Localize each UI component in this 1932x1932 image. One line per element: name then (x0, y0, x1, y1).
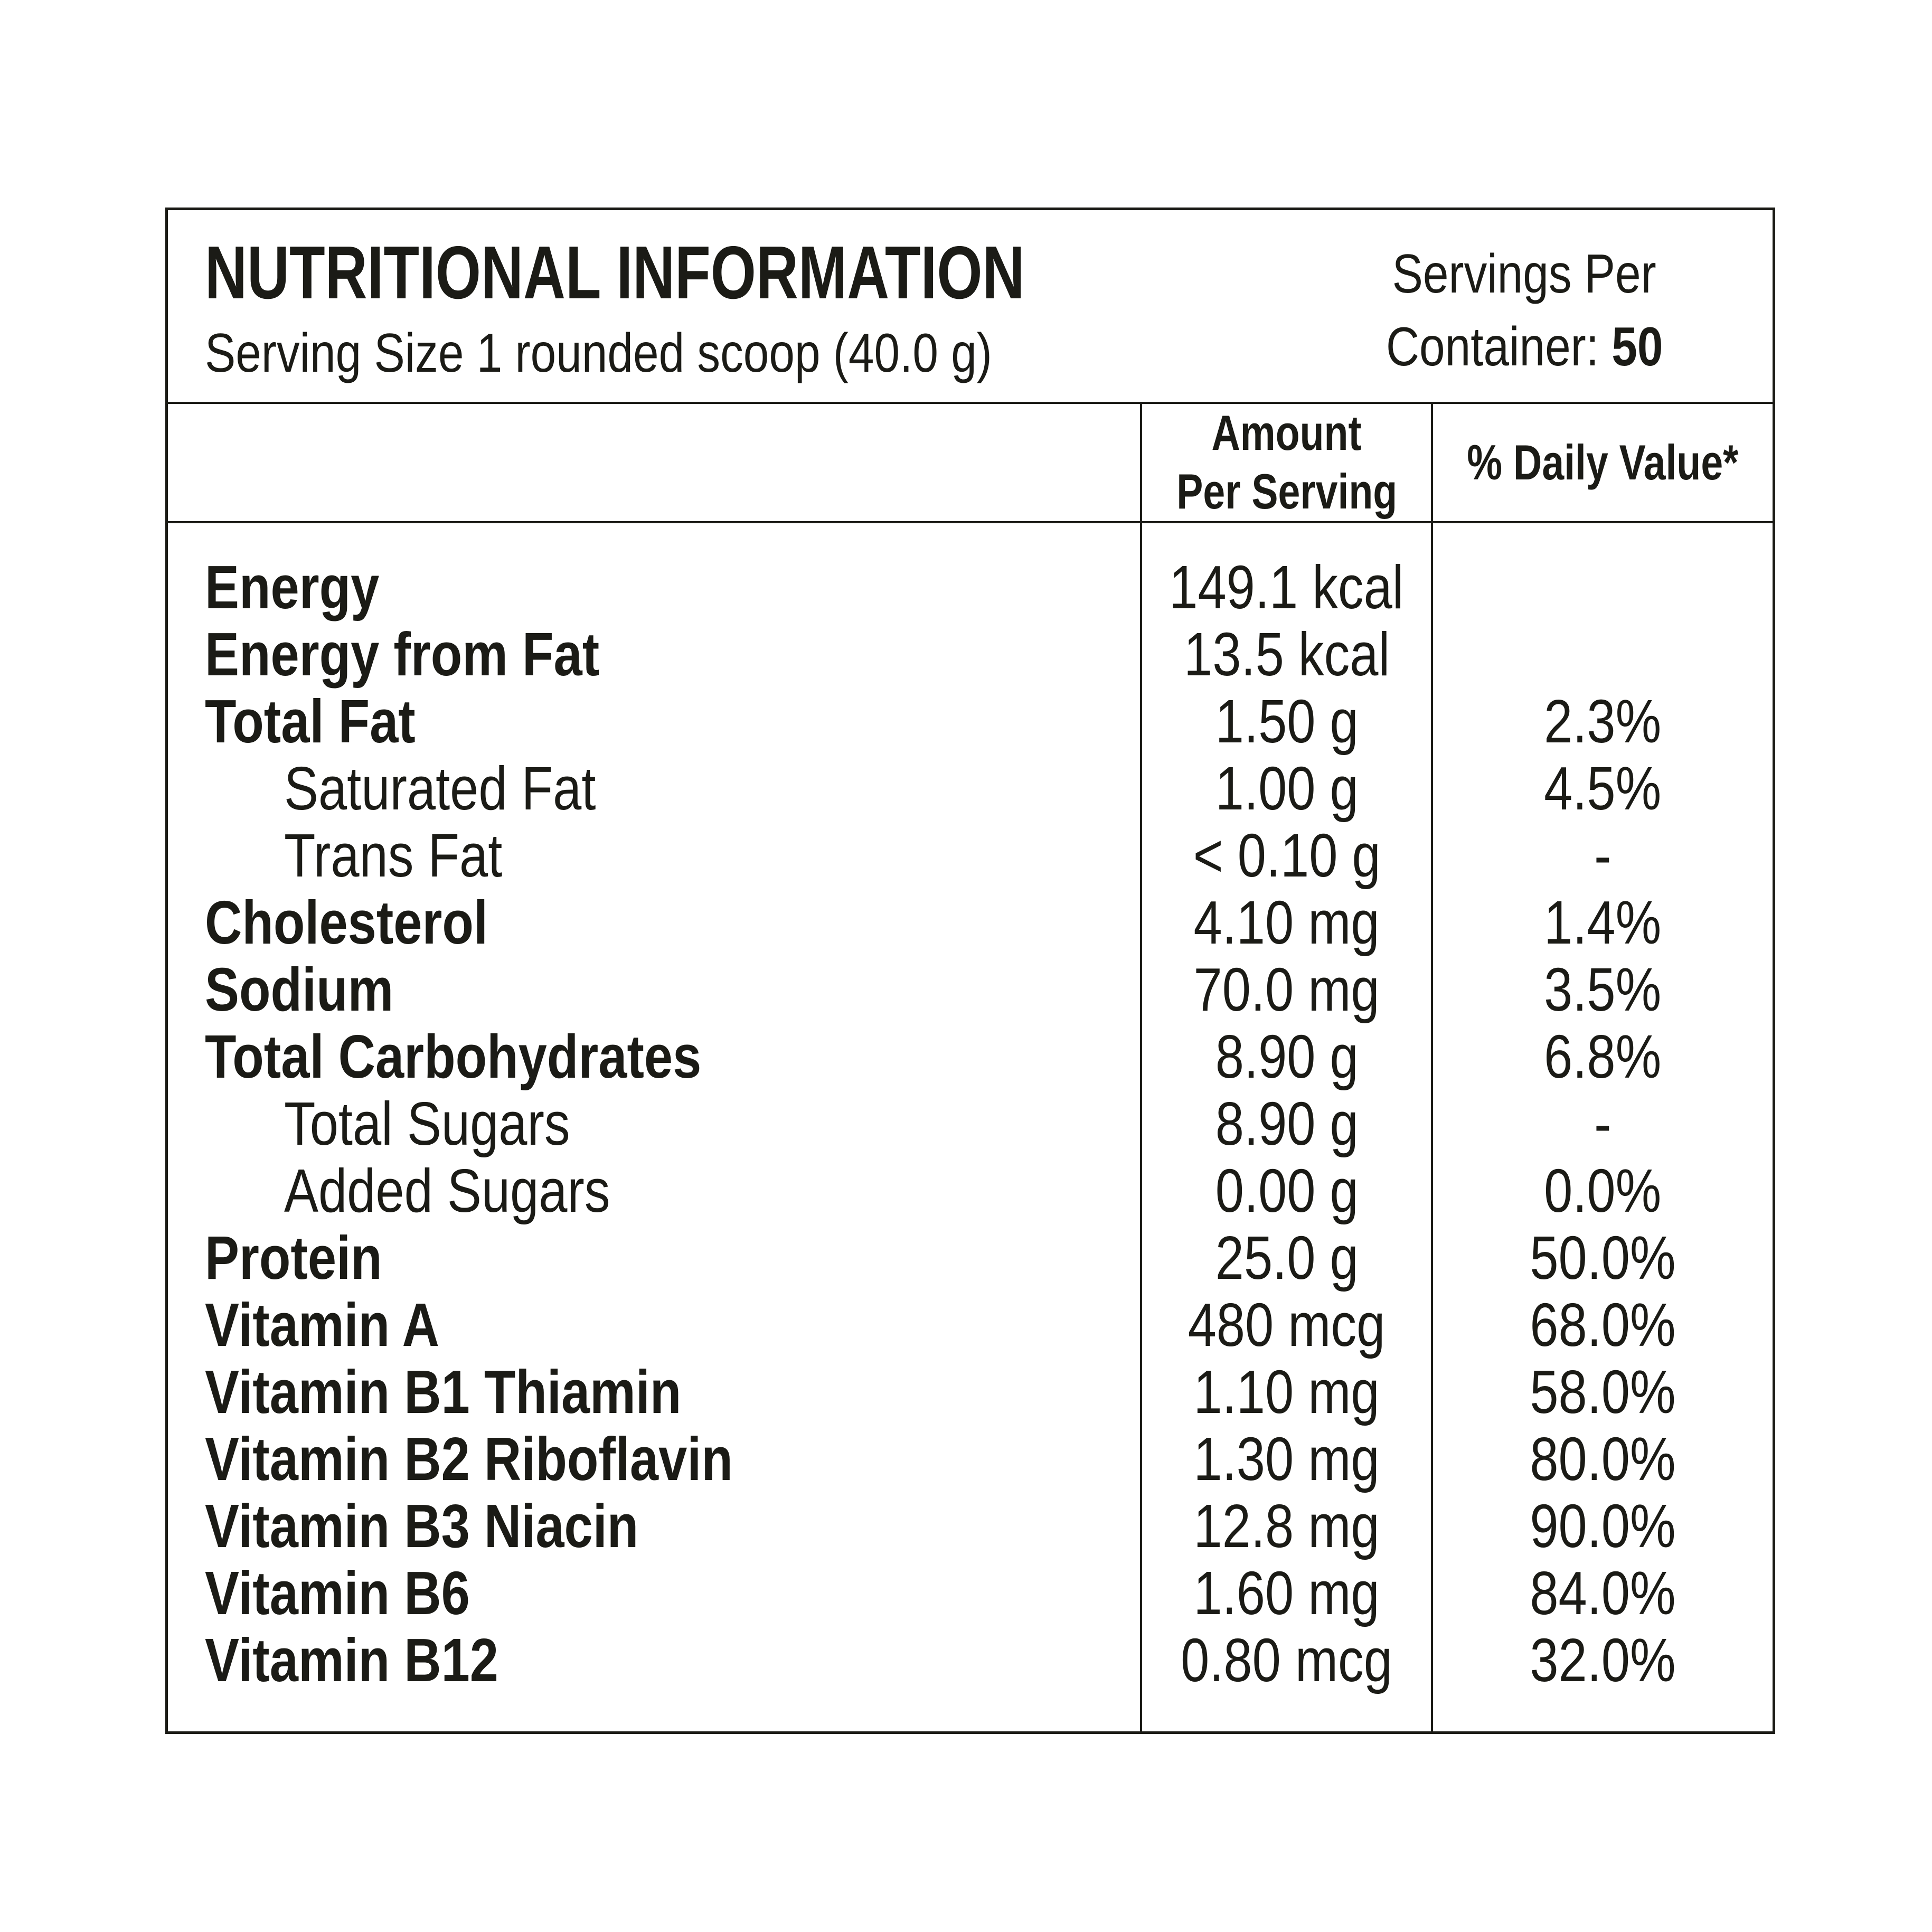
nutrient-daily-value: 4.5% (1544, 754, 1662, 823)
page-title: NUTRITIONAL INFORMATION (205, 233, 1292, 312)
servings-count: 50 (1611, 316, 1663, 378)
nutrient-name: Vitamin B2 Riboflavin (205, 1425, 733, 1493)
nutrient-name: Protein (205, 1223, 382, 1292)
nutrient-amount: 8.90 g (1215, 1089, 1359, 1158)
nutrition-label: NUTRITIONAL INFORMATION Serving Size 1 r… (165, 208, 1775, 1734)
names-column-rows: Energy Energy from Fat Total Fat Saturated … (168, 523, 1140, 1694)
nutrient-daily-value: 68.0% (1530, 1290, 1676, 1359)
names-column-header (168, 404, 1141, 523)
nutrient-amount: 480 mcg (1188, 1290, 1386, 1359)
nutrient-name: Vitamin A (205, 1290, 440, 1359)
nutrient-daily-value: 2.3% (1544, 687, 1662, 756)
dv-column-rows: 2.3% 4.5% -1.4% 3.5% 6.8% -0.0% 50.0% 68.0% 58.0… (1433, 523, 1773, 1694)
names-column: Energy Energy from Fat Total Fat Saturated … (168, 404, 1141, 1731)
amount-header-line-2: Per Serving (1176, 464, 1397, 519)
servings-per-container: Servings Per Container: 50 (1292, 233, 1757, 384)
serving-size-text: Serving Size 1 rounded scoop (40.0 g) (205, 323, 992, 384)
servings-container-label: Container: (1386, 316, 1612, 378)
nutrient-daily-value (1433, 621, 1773, 688)
nutrient-name: Sodium (205, 955, 394, 1024)
nutrient-daily-value: 80.0% (1530, 1425, 1676, 1493)
label-header: NUTRITIONAL INFORMATION Serving Size 1 r… (168, 210, 1773, 404)
nutrient-name: Added Sugars (284, 1156, 610, 1225)
nutrient-daily-value: 6.8% (1544, 1022, 1662, 1091)
nutrient-name: Vitamin B6 (205, 1559, 470, 1627)
nutrient-daily-value: 50.0% (1530, 1223, 1676, 1292)
nutrient-name: Vitamin B12 (205, 1626, 499, 1694)
nutrient-daily-value: - (1594, 821, 1611, 890)
nutrient-daily-value: - (1594, 1089, 1611, 1158)
nutrient-amount: 1.60 mg (1193, 1559, 1380, 1627)
nutrient-amount: 0.00 g (1215, 1156, 1359, 1225)
nutrient-name: Total Sugars (284, 1089, 570, 1158)
serving-size: Serving Size 1 rounded scoop (40.0 g) (205, 321, 1292, 387)
nutrition-table: Energy Energy from Fat Total Fat Saturated … (168, 404, 1773, 1731)
nutrient-amount: 4.10 mg (1193, 888, 1380, 957)
nutrient-daily-value (1433, 554, 1773, 621)
nutrient-name: Total Fat (205, 687, 416, 756)
daily-value-header-text: % Daily Value* (1467, 434, 1739, 490)
daily-value-column: % Daily Value* 2.3% 4.5% -1.4% 3.5% 6.8% -0.0… (1431, 404, 1773, 1731)
nutrient-amount: 13.5 kcal (1183, 620, 1390, 689)
servings-line-2: Container: 50 (1292, 310, 1757, 383)
nutrient-name: Vitamin B1 Thiamin (205, 1358, 682, 1426)
nutrient-daily-value: 0.0% (1544, 1156, 1662, 1225)
page-title-text: NUTRITIONAL INFORMATION (205, 231, 1025, 315)
nutrient-daily-value: 1.4% (1544, 888, 1662, 957)
label-header-left: NUTRITIONAL INFORMATION Serving Size 1 r… (205, 233, 1292, 387)
nutrient-daily-value: 32.0% (1530, 1626, 1676, 1694)
amount-column: Amount Per Serving 149.1 kcal 13.5 kcal 1.… (1140, 404, 1431, 1731)
nutrient-amount: 25.0 g (1215, 1223, 1359, 1292)
nutrient-amount: 1.00 g (1215, 754, 1359, 823)
nutrient-amount: < 0.10 g (1193, 821, 1381, 890)
nutrient-amount: 8.90 g (1215, 1022, 1359, 1091)
nutrient-daily-value: 3.5% (1544, 955, 1662, 1024)
nutrient-name: Total Carbohydrates (205, 1022, 702, 1091)
amount-column-header: Amount Per Serving (1142, 404, 1431, 523)
nutrient-daily-value: 84.0% (1530, 1559, 1676, 1627)
nutrient-name: Vitamin B3 Niacin (205, 1492, 639, 1560)
daily-value-column-header: % Daily Value* (1433, 404, 1773, 523)
nutrient-amount: 1.10 mg (1193, 1358, 1380, 1426)
servings-line-1: Servings Per (1392, 243, 1657, 305)
nutrient-amount: 1.30 mg (1193, 1425, 1380, 1493)
nutrient-name: Saturated Fat (284, 754, 596, 823)
nutrient-amount: 149.1 kcal (1169, 553, 1404, 621)
nutrient-daily-value: 90.0% (1530, 1492, 1676, 1560)
nutrient-name: Energy (205, 553, 380, 621)
nutrient-amount: 1.50 g (1215, 687, 1359, 756)
nutrient-name: Trans Fat (284, 821, 503, 890)
nutrient-daily-value: 58.0% (1530, 1358, 1676, 1426)
nutrient-name: Cholesterol (205, 888, 488, 957)
nutrient-amount: 0.80 mcg (1181, 1626, 1393, 1694)
nutrient-name: Energy from Fat (205, 620, 600, 689)
nutrient-amount: 12.8 mg (1193, 1492, 1380, 1560)
nutrient-amount: 70.0 mg (1193, 955, 1380, 1024)
amount-header-line-1: Amount (1211, 405, 1362, 461)
